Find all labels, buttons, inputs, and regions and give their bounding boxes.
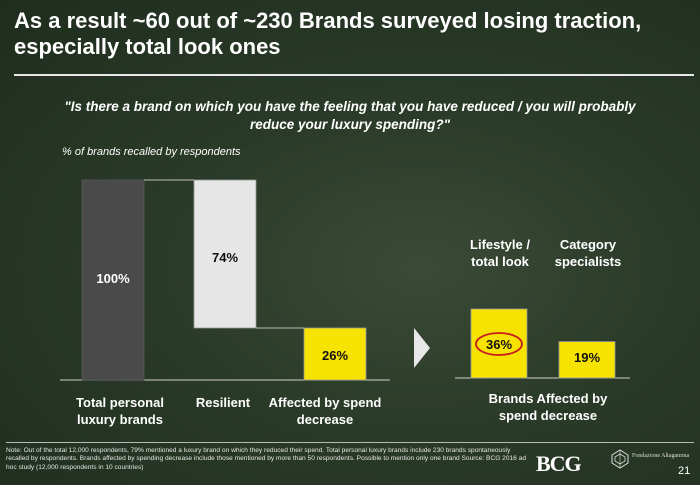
footnote: Note: Out of the total 12,000 respondent…: [6, 447, 527, 471]
waterfall-bar-resilient: [193, 179, 257, 329]
survey-question: "Is there a brand on which you have the …: [64, 99, 636, 132]
waterfall-value-label-total: 100%: [96, 271, 130, 286]
page-title: As a result ~60 out of ~230 Brands surve…: [14, 8, 642, 59]
category-label-resilient: Resilient: [195, 395, 251, 410]
highlight-circle: [475, 332, 523, 356]
header-label-lifestyle: Lifestyle / total look: [470, 237, 530, 269]
waterfall-bar-total: [81, 179, 145, 381]
title-divider: [14, 74, 694, 76]
waterfall-bar-affected: [303, 327, 367, 381]
altagamma-logo-icon: [611, 449, 629, 469]
bcg-logo: BCG: [536, 451, 582, 476]
category-label-total: Total personal luxury brands: [76, 395, 164, 427]
altagamma-logo-text: Fondazione Altagamma: [632, 453, 690, 459]
bar-value-label-specialists: 19%: [574, 350, 600, 365]
category-label-affected: Affected by spend decrease: [268, 395, 382, 427]
chart-subtitle: % of brands recalled by respondents: [62, 146, 241, 158]
bar-value-label-lifestyle: 36%: [486, 337, 512, 352]
bar-lifestyle: [470, 308, 528, 379]
waterfall-value-label-affected: 26%: [322, 348, 348, 363]
footer-divider: [6, 442, 694, 443]
page-number: 21: [678, 465, 691, 477]
right-chart-title: Brands Affected by spend decrease: [488, 391, 608, 423]
bar-specialists: [558, 341, 616, 379]
waterfall-value-label-resilient: 74%: [212, 250, 238, 265]
chevron-right-icon: [414, 328, 430, 368]
header-label-specialists: Category specialists: [554, 237, 622, 269]
